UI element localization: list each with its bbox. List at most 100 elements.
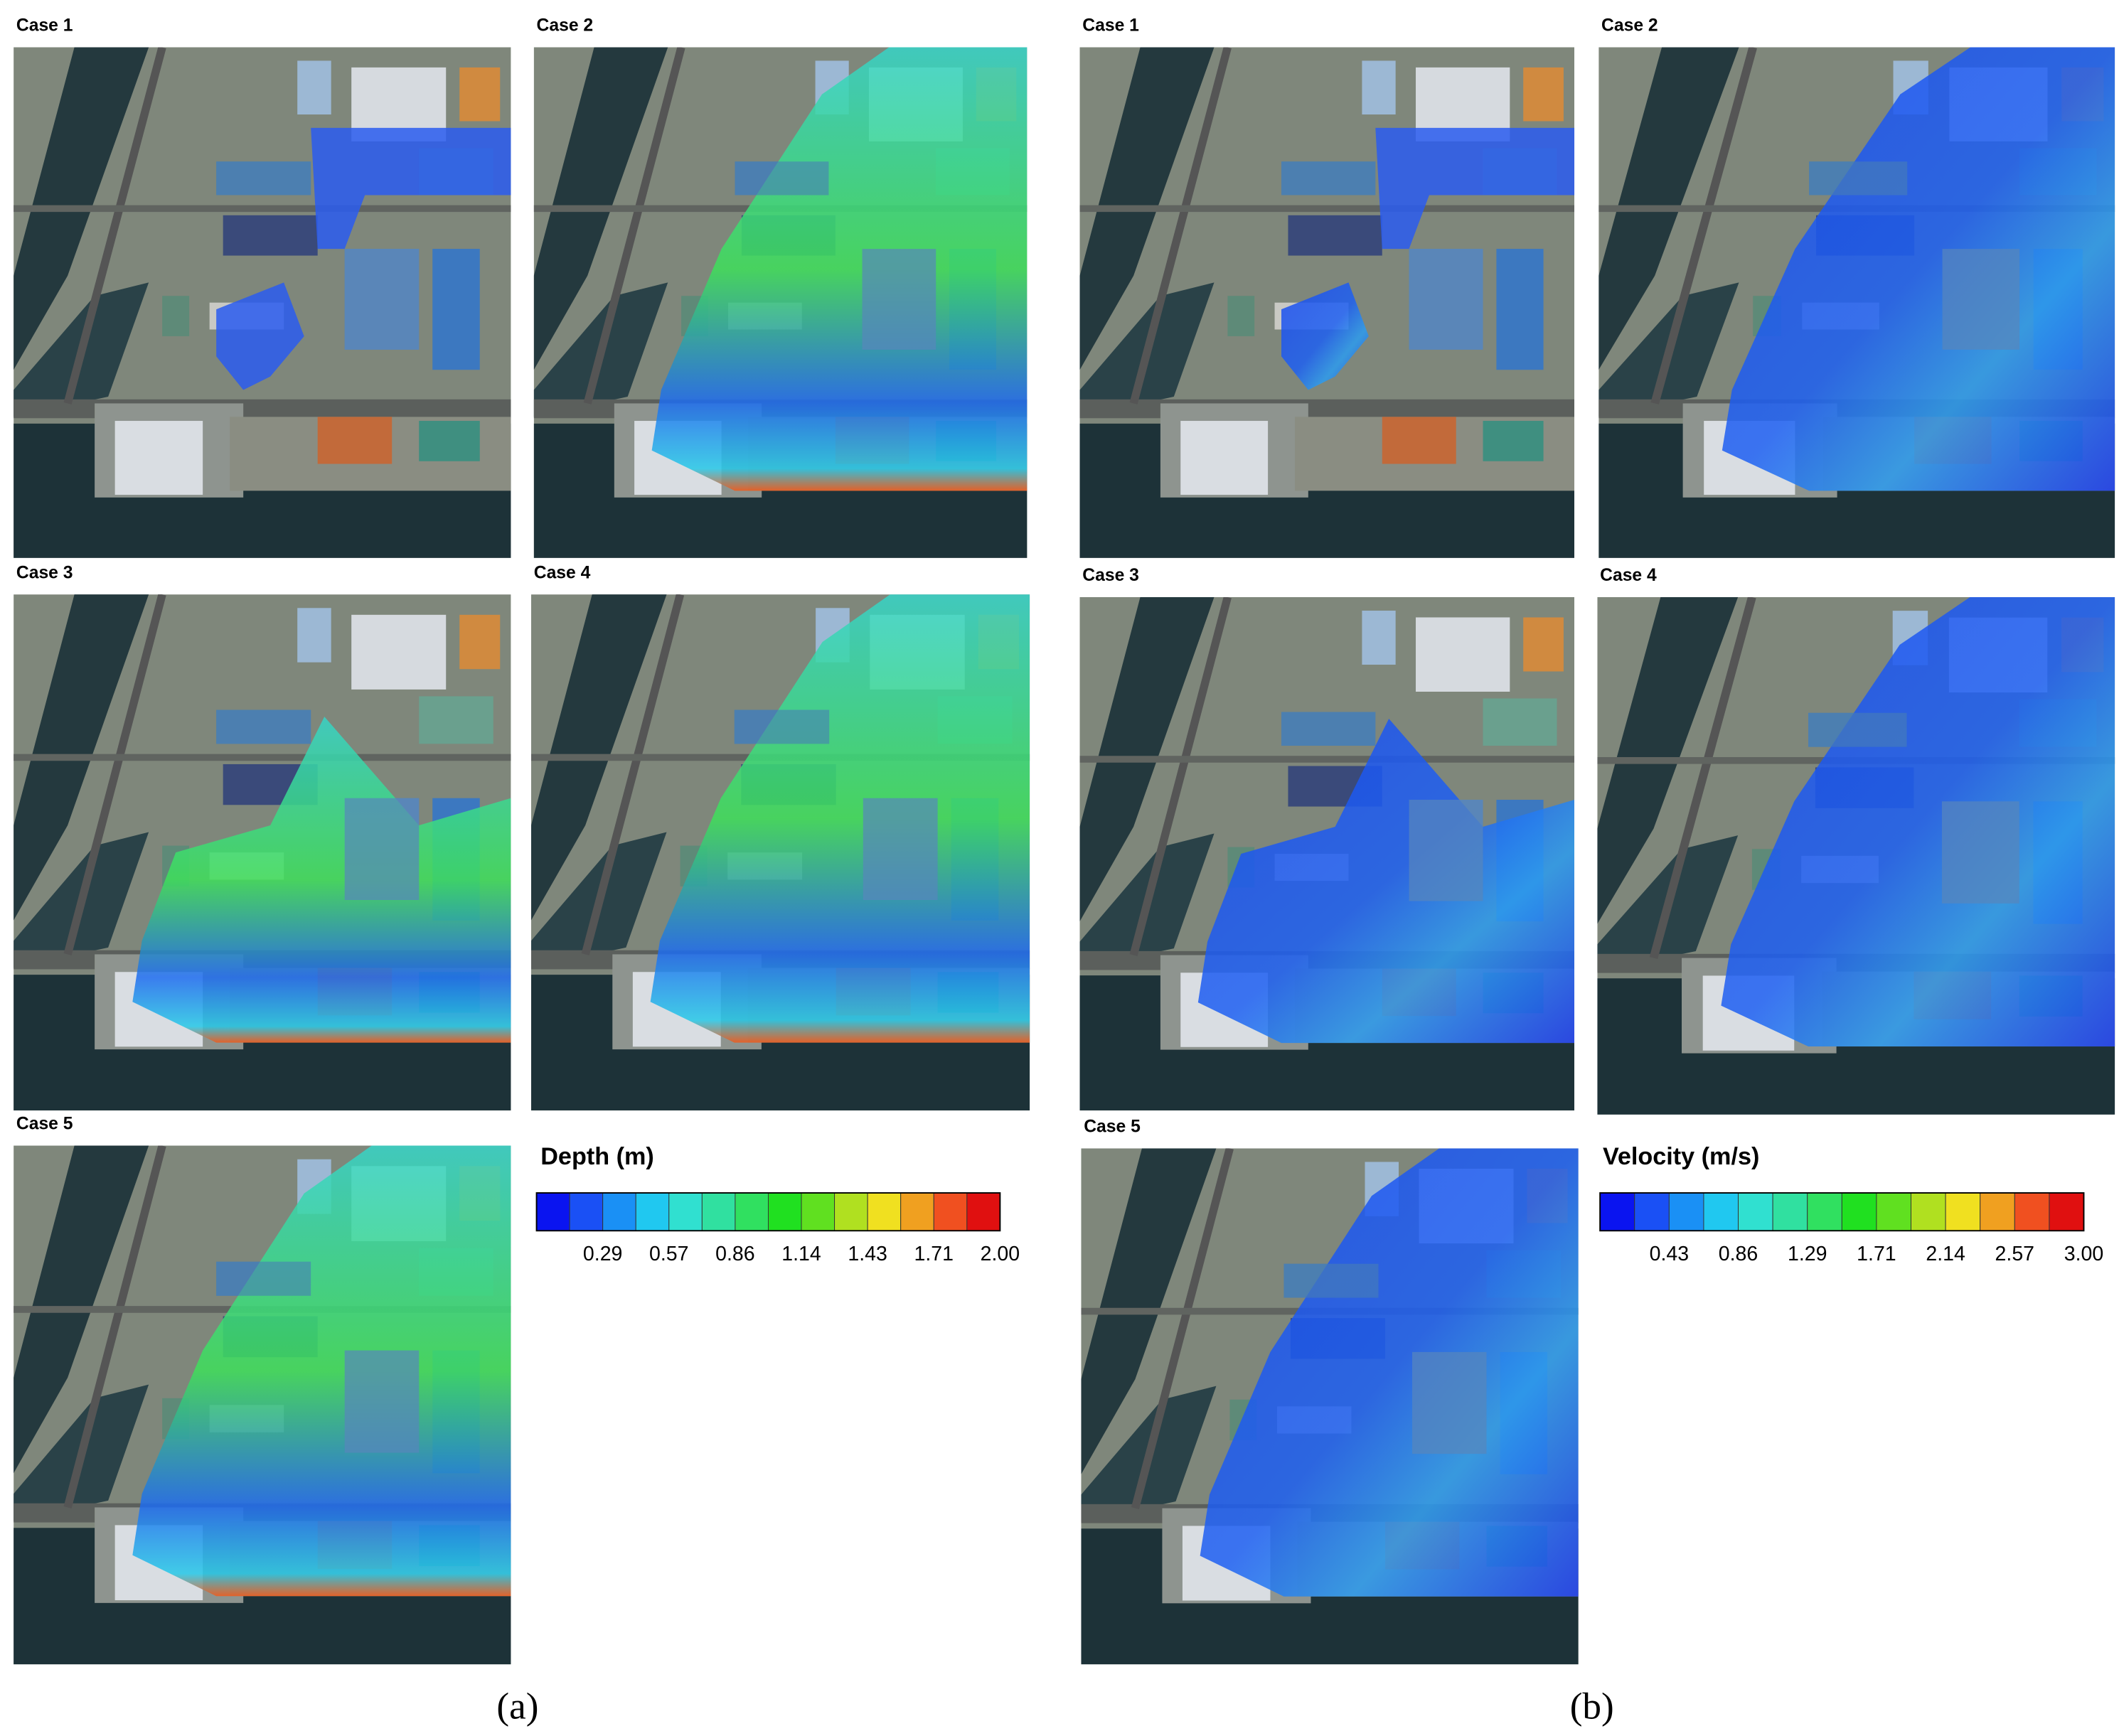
- legend-title: Depth (m): [540, 1143, 654, 1170]
- colorbar-segment: [1703, 1192, 1739, 1231]
- tick-label: 1.71: [1857, 1243, 1896, 1265]
- building-mask: [1809, 161, 1908, 195]
- tick-label: 1.43: [848, 1243, 887, 1265]
- case-label: Case 5: [16, 1115, 73, 1134]
- colorbar-segment: [933, 1192, 968, 1231]
- flood-overlay: [1375, 127, 1575, 250]
- colorbar-segment: [900, 1192, 934, 1231]
- building-mask: [1283, 1263, 1379, 1298]
- building-mask: [1941, 801, 2019, 904]
- colorbar-frame: [535, 1192, 1001, 1232]
- colorbar-segment: [1668, 1192, 1704, 1231]
- flood-overlay: [1281, 282, 1369, 390]
- colorbar-segment: [735, 1192, 769, 1231]
- case-label: Case 2: [537, 16, 594, 36]
- building-mask: [1412, 1351, 1487, 1454]
- colorbar-segment: [834, 1192, 868, 1231]
- building-mask: [344, 798, 420, 901]
- case-label: Case 4: [534, 563, 591, 582]
- map: [1080, 48, 1575, 558]
- map: [1598, 47, 2115, 558]
- flood-overlay: [311, 127, 511, 250]
- flood-overlay: [1200, 1148, 1579, 1597]
- case-label: Case 3: [1082, 566, 1139, 585]
- colorbar-segment: [1945, 1192, 1981, 1231]
- tick-label: 0.29: [583, 1243, 622, 1265]
- building-mask: [862, 249, 936, 350]
- building-mask: [1942, 249, 2020, 350]
- building-mask: [1409, 249, 1483, 350]
- colorbar-segment: [1807, 1192, 1842, 1231]
- flood-overlay: [132, 1145, 511, 1597]
- case-label: Case 1: [1082, 16, 1139, 36]
- building-mask: [1281, 161, 1376, 195]
- colorbar-segment: [801, 1192, 836, 1231]
- map: [1081, 1148, 1578, 1664]
- building-mask: [1808, 712, 1907, 747]
- case-label: Case 4: [1600, 566, 1657, 585]
- case-label: Case 2: [1601, 16, 1658, 36]
- flood-overlay: [132, 717, 511, 1043]
- map: [14, 48, 511, 558]
- panel-label: (a): [496, 1685, 538, 1727]
- tick-label: 2.00: [981, 1243, 1020, 1265]
- building-mask: [863, 798, 938, 901]
- building-mask: [216, 161, 311, 195]
- map: [534, 47, 1028, 558]
- colorbar-segment: [1911, 1192, 1946, 1231]
- tick-label: 0.43: [1650, 1243, 1689, 1265]
- colorbar-segment: [1876, 1192, 1911, 1231]
- tick-label: 2.57: [1995, 1243, 2034, 1265]
- building-mask: [216, 709, 311, 744]
- building-mask: [1281, 712, 1376, 746]
- colorbar-segment: [536, 1192, 570, 1231]
- flood-overlay: [650, 594, 1030, 1043]
- colorbar-segment: [966, 1192, 1000, 1231]
- tick-label: 2.14: [1926, 1243, 1965, 1265]
- map: [14, 594, 511, 1110]
- flood-overlay: [216, 282, 304, 390]
- tick-label: 1.14: [781, 1243, 821, 1265]
- map: [531, 594, 1030, 1110]
- colorbar-segment: [1599, 1192, 1635, 1231]
- building-mask: [735, 161, 829, 195]
- tick-label: 0.86: [1719, 1243, 1758, 1265]
- building-mask: [216, 1261, 311, 1296]
- colorbar-segment: [767, 1192, 802, 1231]
- map: [14, 1145, 511, 1665]
- colorbar-segment: [569, 1192, 604, 1231]
- colorbar-segment: [2014, 1192, 2050, 1231]
- colorbar-segment: [602, 1192, 636, 1231]
- building-mask: [344, 249, 420, 350]
- tick-label: 1.71: [914, 1243, 954, 1265]
- colorbar-segment: [701, 1192, 736, 1231]
- colorbar-segment: [1634, 1192, 1670, 1231]
- case-label: Case 1: [16, 16, 73, 36]
- map: [1080, 597, 1575, 1110]
- case-label: Case 5: [1084, 1118, 1141, 1137]
- building-mask: [344, 1350, 420, 1453]
- colorbar-frame: [1599, 1192, 2085, 1232]
- tick-label: 1.29: [1788, 1243, 1827, 1265]
- flood-overlay: [1722, 47, 2115, 491]
- tick-label: 3.00: [2064, 1243, 2103, 1265]
- colorbar-segment: [1841, 1192, 1877, 1231]
- colorbar-segment: [867, 1192, 902, 1231]
- tick-label: 0.86: [715, 1243, 754, 1265]
- colorbar-segment: [2049, 1192, 2084, 1231]
- colorbar-segment: [635, 1192, 670, 1231]
- colorbar-segment: [1980, 1192, 2015, 1231]
- building-mask: [734, 709, 830, 744]
- flood-overlay: [1721, 596, 2115, 1047]
- map: [1597, 597, 2115, 1115]
- tick-label: 0.57: [649, 1243, 688, 1265]
- flood-overlay: [651, 47, 1028, 491]
- case-label: Case 3: [16, 563, 73, 582]
- colorbar-segment: [1772, 1192, 1808, 1231]
- building-mask: [1409, 800, 1483, 901]
- panel-label: (b): [1570, 1685, 1614, 1727]
- colorbar-segment: [668, 1192, 703, 1231]
- legend-title: Velocity (m/s): [1603, 1143, 1759, 1170]
